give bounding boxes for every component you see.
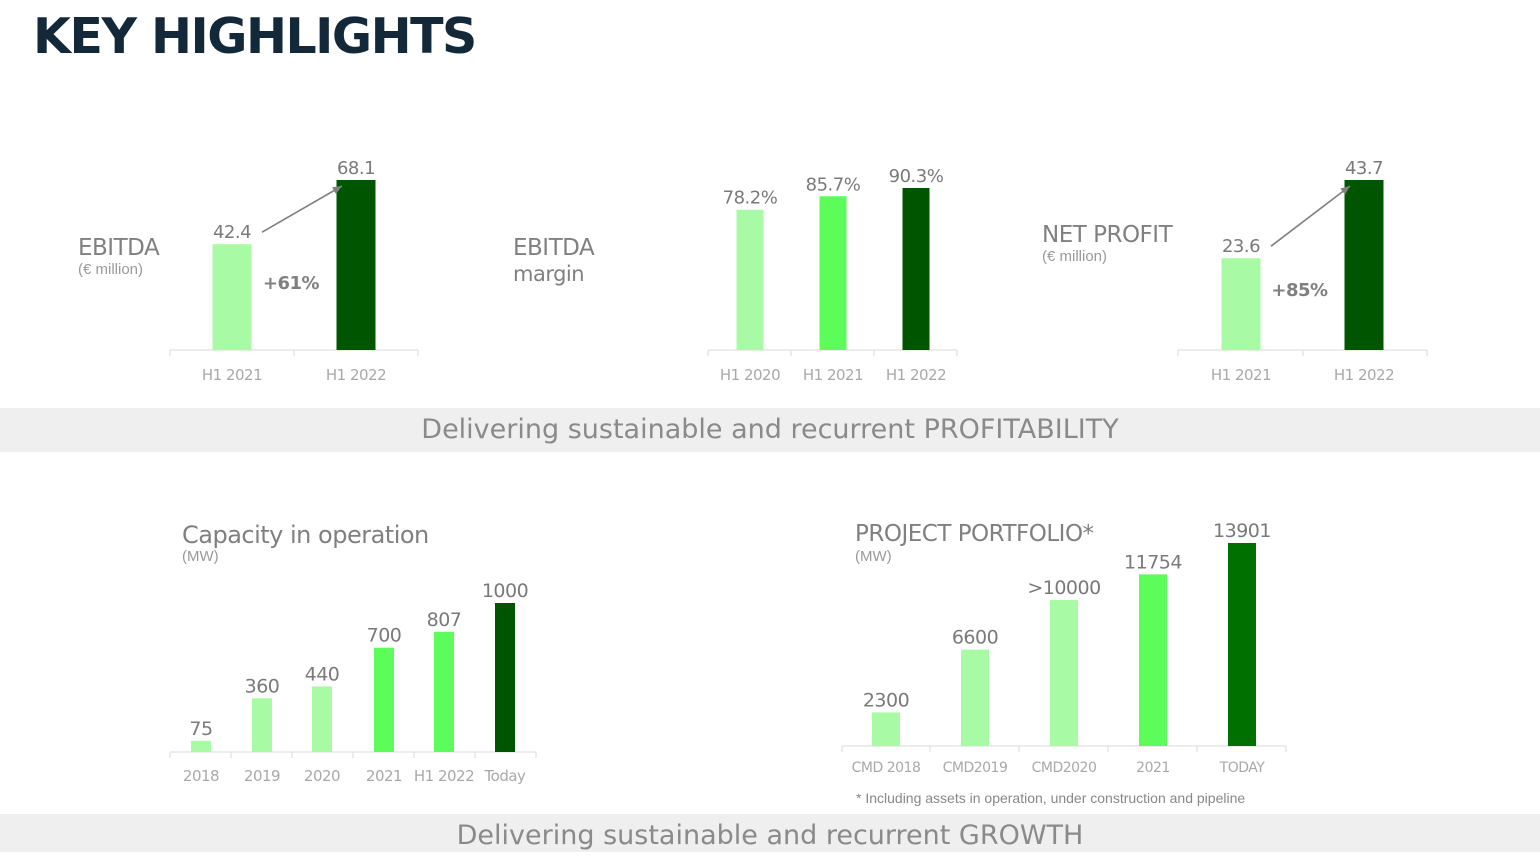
category-label-1-2: H1 2022 xyxy=(886,366,946,384)
bar-1-0 xyxy=(736,209,764,350)
category-label-3-0: 2018 xyxy=(183,767,219,785)
value-label-0-1: 68.1 xyxy=(337,158,375,179)
value-label-4-0: 2300 xyxy=(863,689,909,711)
portfolio-title: PROJECT PORTFOLIO* xyxy=(855,521,1094,547)
growth-label-0: +61% xyxy=(263,273,320,294)
net-profit-unit: (€ million) xyxy=(1042,248,1108,265)
bar-4-1 xyxy=(961,649,989,746)
growth-arrowhead-2 xyxy=(1340,186,1350,195)
bar-4-3 xyxy=(1139,574,1167,746)
portfolio-footnote: * Including assets in operation, under c… xyxy=(856,790,1246,806)
ebitda-unit: (€ million) xyxy=(78,261,144,278)
growth-label-2: +85% xyxy=(1271,280,1328,301)
ebitda-title: EBITDA xyxy=(78,235,160,261)
category-label-4-0: CMD 2018 xyxy=(852,760,921,776)
bar-2-1 xyxy=(1344,180,1384,350)
value-label-4-4: 13901 xyxy=(1213,520,1271,542)
profitability-band: Delivering sustainable and recurrent PRO… xyxy=(0,408,1540,452)
bar-4-4 xyxy=(1228,543,1256,746)
category-label-3-3: 2021 xyxy=(366,767,402,785)
capacity-unit: (MW) xyxy=(182,548,219,565)
bar-3-0 xyxy=(191,740,211,752)
value-label-3-0: 75 xyxy=(189,718,212,740)
category-label-2-1: H1 2022 xyxy=(1334,366,1394,384)
category-label-4-1: CMD2019 xyxy=(943,760,1008,776)
category-label-4-3: 2021 xyxy=(1136,760,1170,776)
category-label-4-4: TODAY xyxy=(1219,760,1266,776)
category-label-3-1: 2019 xyxy=(244,767,280,785)
portfolio-unit: (MW) xyxy=(855,548,892,565)
bar-3-5 xyxy=(495,603,515,752)
growth-arrow-2 xyxy=(1270,185,1351,247)
ebitda-margin-subtitle: margin xyxy=(513,262,585,286)
growth-arrow-0 xyxy=(261,185,343,233)
bar-2-0 xyxy=(1221,258,1261,350)
category-label-3-5: Today xyxy=(484,767,527,785)
value-label-1-2: 90.3% xyxy=(889,166,944,187)
bar-3-2 xyxy=(312,686,332,752)
page-title: KEY HIGHLIGHTS xyxy=(33,8,477,65)
value-label-3-1: 360 xyxy=(245,675,280,697)
value-label-1-1: 85.7% xyxy=(806,174,861,195)
bar-4-2 xyxy=(1050,599,1078,746)
value-label-4-2: >10000 xyxy=(1027,577,1100,599)
value-label-3-2: 440 xyxy=(305,663,340,685)
category-label-1-1: H1 2021 xyxy=(803,366,863,384)
category-label-4-2: CMD2020 xyxy=(1032,760,1097,776)
value-label-1-0: 78.2% xyxy=(723,188,778,209)
bar-1-2 xyxy=(902,188,930,350)
value-label-3-3: 700 xyxy=(367,625,402,647)
value-label-4-1: 6600 xyxy=(952,627,998,649)
growth-arrowhead-0 xyxy=(332,186,342,194)
net-profit-title: NET PROFIT xyxy=(1042,222,1173,248)
value-label-0-0: 42.4 xyxy=(213,222,251,243)
growth-band: Delivering sustainable and recurrent GRO… xyxy=(0,814,1540,852)
bar-3-4 xyxy=(434,631,454,752)
bar-4-0 xyxy=(872,712,900,746)
category-label-3-2: 2020 xyxy=(304,767,340,785)
category-label-3-4: H1 2022 xyxy=(414,767,474,785)
capacity-title: Capacity in operation xyxy=(182,521,429,549)
value-label-3-5: 1000 xyxy=(482,580,528,602)
bar-0-1 xyxy=(336,180,376,350)
category-label-1-0: H1 2020 xyxy=(720,366,780,384)
bar-3-3 xyxy=(374,647,394,752)
value-label-4-3: 11754 xyxy=(1124,551,1182,573)
category-label-0-1: H1 2022 xyxy=(326,366,386,384)
bar-3-1 xyxy=(252,698,272,752)
value-label-3-4: 807 xyxy=(427,609,462,631)
category-label-2-0: H1 2021 xyxy=(1211,366,1271,384)
bar-0-0 xyxy=(212,244,252,350)
ebitda-margin-title: EBITDA xyxy=(513,235,595,261)
value-label-2-1: 43.7 xyxy=(1345,158,1383,179)
category-label-0-0: H1 2021 xyxy=(202,366,262,384)
bar-1-1 xyxy=(819,196,847,350)
value-label-2-0: 23.6 xyxy=(1222,236,1260,257)
